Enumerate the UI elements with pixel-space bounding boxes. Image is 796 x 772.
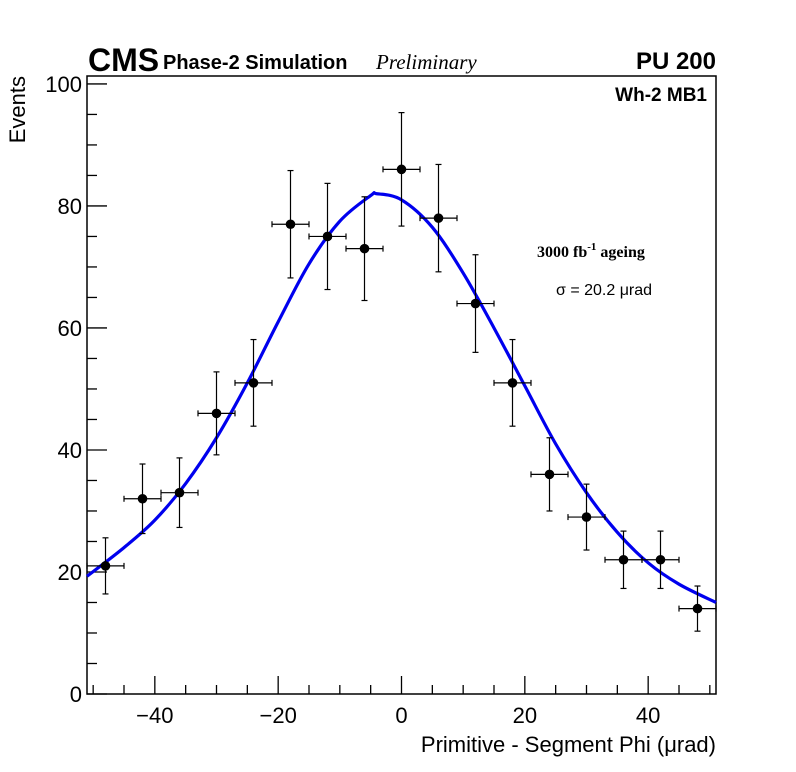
data-marker xyxy=(285,219,296,230)
data-marker xyxy=(359,243,370,254)
x-tick-label: −40 xyxy=(136,703,173,728)
fit-curve-group xyxy=(86,191,717,604)
data-point xyxy=(271,169,310,279)
data-point xyxy=(382,112,421,227)
data-point xyxy=(86,537,125,595)
data-marker xyxy=(470,298,481,309)
data-marker xyxy=(544,469,555,480)
data-marker xyxy=(396,164,407,175)
x-tick-label: 0 xyxy=(395,703,407,728)
data-marker xyxy=(248,378,259,388)
data-point xyxy=(678,585,717,632)
y-tick-label: 80 xyxy=(58,194,82,219)
data-marker xyxy=(211,408,222,419)
data-marker xyxy=(581,512,592,522)
data-points-group xyxy=(86,112,717,632)
y-axis-title: Events xyxy=(5,76,30,143)
ageing-suffix: ageing xyxy=(596,244,644,261)
subtitle-label: Phase-2 Simulation xyxy=(163,52,348,74)
data-point xyxy=(123,463,162,535)
x-tick-label: −20 xyxy=(260,703,297,728)
y-tick-label: 60 xyxy=(58,316,82,341)
y-tick-label: 40 xyxy=(58,438,82,463)
data-point xyxy=(345,196,384,302)
data-marker xyxy=(137,493,148,504)
y-tick-label: 20 xyxy=(58,560,82,585)
ageing-superscript: -1 xyxy=(587,241,596,253)
sigma-label: σ = 20.2 μrad xyxy=(556,282,652,299)
x-tick-label: 20 xyxy=(513,703,537,728)
status-label: Preliminary xyxy=(375,50,477,74)
data-point xyxy=(567,483,606,551)
data-marker xyxy=(433,213,444,223)
y-tick-label: 0 xyxy=(70,682,82,707)
y-tick-label: 100 xyxy=(45,72,82,97)
data-point xyxy=(419,163,458,273)
x-tick-label: 40 xyxy=(636,703,660,728)
data-point xyxy=(530,437,569,512)
data-point xyxy=(641,530,680,590)
data-marker xyxy=(174,487,185,498)
data-marker xyxy=(692,603,703,614)
ageing-label: 3000 fb-1 ageing xyxy=(537,241,645,261)
data-point xyxy=(197,371,236,456)
data-point xyxy=(604,530,643,590)
ageing-prefix: 3000 fb xyxy=(537,244,587,261)
fit-curve xyxy=(86,191,717,604)
pileup-label: PU 200 xyxy=(636,48,716,75)
data-point xyxy=(456,254,495,353)
x-axis-title: Primitive - Segment Phi (μrad) xyxy=(421,732,716,757)
data-marker xyxy=(655,554,666,565)
station-label: Wh-2 MB1 xyxy=(615,85,707,106)
data-point xyxy=(493,338,532,427)
data-marker xyxy=(618,554,629,565)
data-point xyxy=(234,338,273,427)
axis-ticks xyxy=(87,83,711,695)
data-point xyxy=(308,182,347,291)
data-marker xyxy=(100,561,111,571)
data-marker xyxy=(507,378,518,388)
data-point xyxy=(160,457,199,529)
experiment-label: CMS xyxy=(88,42,159,78)
data-marker xyxy=(322,231,333,242)
tick-labels: −40 −20 0 20 40 0 20 40 60 80 100 xyxy=(45,72,660,728)
